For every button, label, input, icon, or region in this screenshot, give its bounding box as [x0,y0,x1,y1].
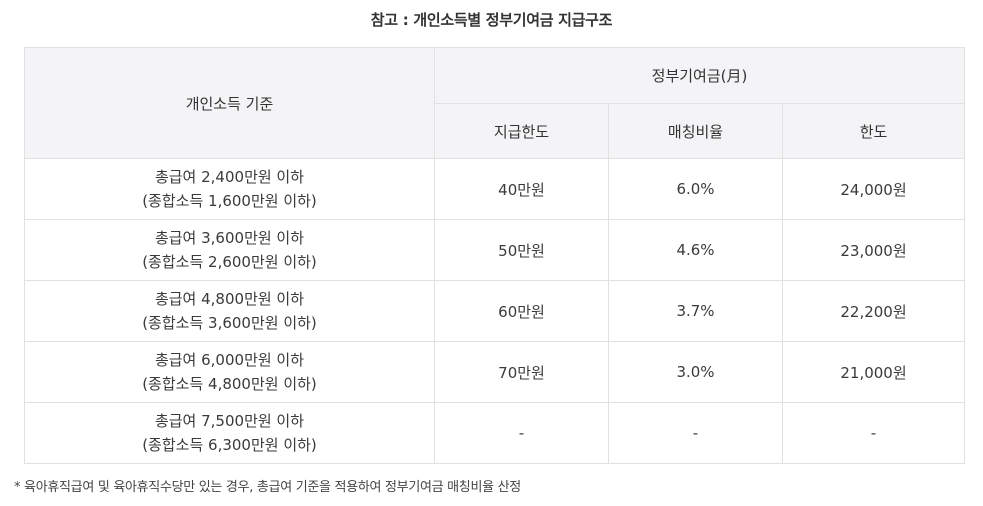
income-cell: 총급여 2,400만원 이하 (종합소득 1,600만원 이하) [24,158,435,220]
income-gross: 총급여 7,500만원 이하 [154,412,305,430]
rate-cell: 6.0% [608,158,783,220]
rate-cell: - [608,402,783,464]
income-total: (종합소득 1,600만원 이하) [142,192,317,210]
income-total: (종합소득 3,600만원 이하) [142,314,317,332]
header-limit: 지급한도 [434,103,609,159]
header-row-top: 개인소득 기준 정부기여금(月) [24,47,966,159]
page-title: 참고 : 개인소득별 정부기여금 지급구조 [370,11,613,29]
limit-cell: 60만원 [434,280,609,342]
table-row: 총급여 3,600만원 이하 (종합소득 2,600만원 이하) 50만원 4.… [24,219,966,281]
limit-cell: 40만원 [434,158,609,220]
footnote: * 육아휴직급여 및 육아휴직수당만 있는 경우, 총급여 기준을 적용하여 정… [14,480,521,495]
table-row: 총급여 7,500만원 이하 (종합소득 6,300만원 이하) - - - [24,402,966,464]
header-row-sub: 지급한도 매칭비율 한도 [25,103,966,159]
income-cell: 총급여 7,500만원 이하 (종합소득 6,300만원 이하) [24,402,435,464]
income-gross: 총급여 4,800만원 이하 [154,290,305,308]
table-header: 개인소득 기준 정부기여금(月) 지급한도 매칭비율 한도 [24,47,966,159]
income-gross: 총급여 6,000만원 이하 [154,351,305,369]
contribution-table: 개인소득 기준 정부기여금(月) 지급한도 매칭비율 한도 총급여 2,400만… [24,47,966,464]
income-total: (종합소득 4,800만원 이하) [142,375,317,393]
limit-cell: 50만원 [434,219,609,281]
cap-cell: - [781,402,966,464]
income-cell: 총급여 6,000만원 이하 (종합소득 4,800만원 이하) [24,341,435,403]
cap-cell: 22,200원 [781,280,966,342]
table-row: 총급여 4,800만원 이하 (종합소득 3,600만원 이하) 60만원 3.… [24,280,966,342]
rate-cell: 3.0% [608,341,783,403]
cap-cell: 21,000원 [781,341,966,403]
income-total: (종합소득 6,300만원 이하) [142,436,317,454]
cap-cell: 24,000원 [781,158,966,220]
header-government-contribution: 정부기여금(月) [433,47,966,104]
rate-cell: 4.6% [608,219,783,281]
limit-cell: 70만원 [434,341,609,403]
header-cap: 한도 [781,103,966,159]
table-body: 총급여 2,400만원 이하 (종합소득 1,600만원 이하) 40만원 6.… [24,158,966,464]
limit-cell: - [434,402,609,464]
income-cell: 총급여 3,600만원 이하 (종합소득 2,600만원 이하) [24,219,435,281]
table-row: 총급여 6,000만원 이하 (종합소득 4,800만원 이하) 70만원 3.… [24,341,966,403]
cap-cell: 23,000원 [781,219,966,281]
rate-cell: 3.7% [608,280,783,342]
header-income: 개인소득 기준 [24,47,435,159]
income-gross: 총급여 2,400만원 이하 [154,168,305,186]
income-cell: 총급여 4,800만원 이하 (종합소득 3,600만원 이하) [24,280,435,342]
income-total: (종합소득 2,600만원 이하) [142,253,317,271]
header-rate: 매칭비율 [608,103,783,159]
table-row: 총급여 2,400만원 이하 (종합소득 1,600만원 이하) 40만원 6.… [24,158,966,220]
income-gross: 총급여 3,600만원 이하 [154,229,305,247]
